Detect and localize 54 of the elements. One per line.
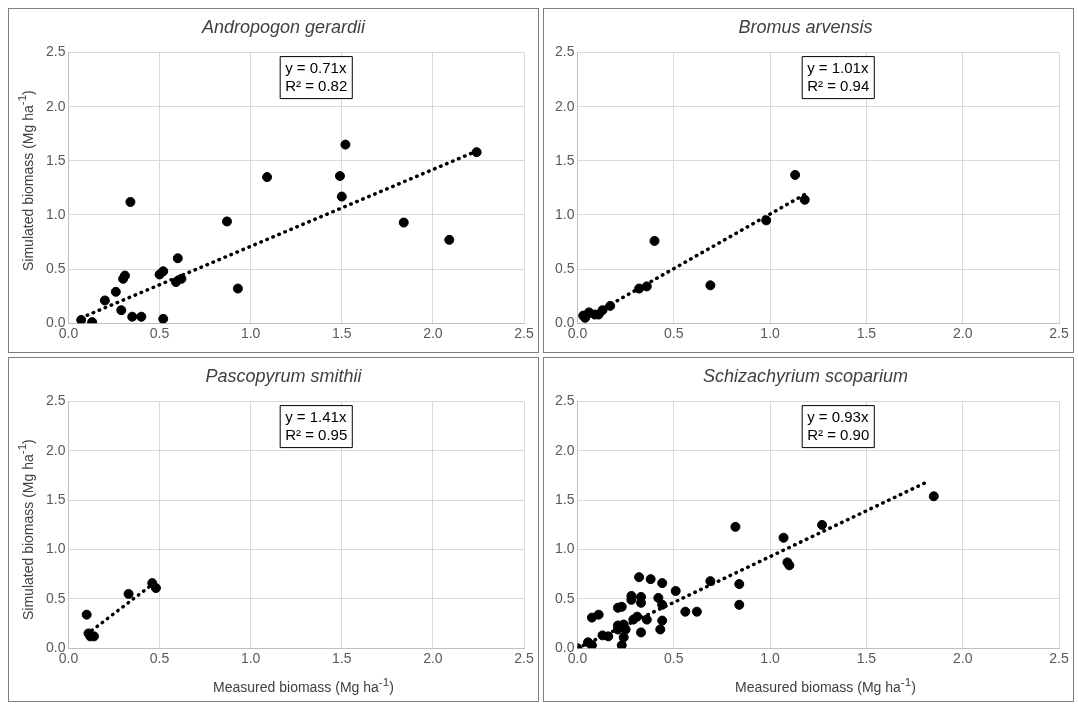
y-tick-label: 1.0 (554, 205, 575, 222)
y-tick-label: 2.5 (45, 43, 66, 60)
x-tick-label: 0.5 (149, 325, 170, 342)
annotation: y = 0.93x (807, 407, 869, 425)
x-tick-label: 2.0 (952, 325, 973, 342)
x-tick-label: 1.0 (760, 325, 781, 342)
x-axis-title: Measured biomass (Mg ha$^{-1}$) (212, 675, 395, 695)
y-tick-label: 2.0 (45, 441, 66, 458)
x-tick-label: 2.0 (423, 650, 443, 667)
y-tick-label: 1.0 (554, 540, 575, 557)
y-tick-label: 1.5 (45, 151, 66, 168)
y-tick-label: 0.5 (45, 589, 66, 606)
x-tick-label: 1.5 (856, 650, 877, 667)
y-tick-label: 2.0 (554, 97, 575, 114)
annotation: y = 1.01x (807, 58, 869, 76)
x-tick-label: 2.5 (514, 650, 534, 667)
annotation: y = 0.71x (285, 58, 347, 76)
y-tick-label: 0.5 (45, 259, 66, 276)
y-tick-label: 1.5 (45, 491, 66, 508)
x-tick-label: 2.0 (423, 325, 443, 342)
x-tick-label: 2.5 (1049, 325, 1069, 342)
x-tick-label: 0.5 (664, 650, 684, 667)
y-tick-label: 2.5 (554, 392, 575, 409)
y-tick-label: 1.5 (554, 491, 575, 508)
y-tick-label: 2.5 (45, 392, 66, 409)
y-tick-label: 2.0 (554, 441, 575, 458)
chart-title: Pascopyrum smithii (205, 365, 363, 386)
x-tick-label: 2.5 (1049, 650, 1069, 667)
y-tick-label: 1.5 (554, 151, 575, 168)
x-tick-label: 0.5 (664, 325, 684, 342)
y-tick-label: 0.5 (554, 589, 575, 606)
x-tick-label: 1.5 (856, 325, 877, 342)
y-tick-label: 1.0 (45, 540, 66, 557)
y-tick-label: 1.0 (45, 205, 66, 222)
x-tick-label: 1.5 (332, 325, 352, 342)
x-axis-title: Measured biomass (Mg ha$^{-1}$) (734, 675, 917, 695)
y-tick-label: 2.0 (45, 97, 66, 114)
annotation: R² = 0.95 (285, 425, 348, 443)
y-tick-label: 2.5 (554, 43, 575, 60)
y-tick-label: 0.5 (554, 259, 575, 276)
annotation: R² = 0.94 (807, 76, 870, 94)
x-tick-label: 2.5 (514, 325, 534, 342)
chart-title: Schizachyrium scoparium (702, 365, 909, 386)
annotation: R² = 0.82 (285, 76, 348, 94)
annotation: R² = 0.90 (807, 425, 870, 443)
x-tick-label: 1.0 (760, 650, 781, 667)
annotation: y = 1.41x (285, 407, 347, 425)
x-tick-label: 0.5 (149, 650, 170, 667)
x-tick-label: 2.0 (952, 650, 973, 667)
x-tick-label: 1.0 (240, 650, 261, 667)
chart-title: Bromus arvensis (738, 16, 873, 37)
x-tick-label: 1.0 (240, 325, 261, 342)
x-tick-label: 1.5 (332, 650, 352, 667)
chart-title: Andropogon gerardii (200, 16, 367, 37)
